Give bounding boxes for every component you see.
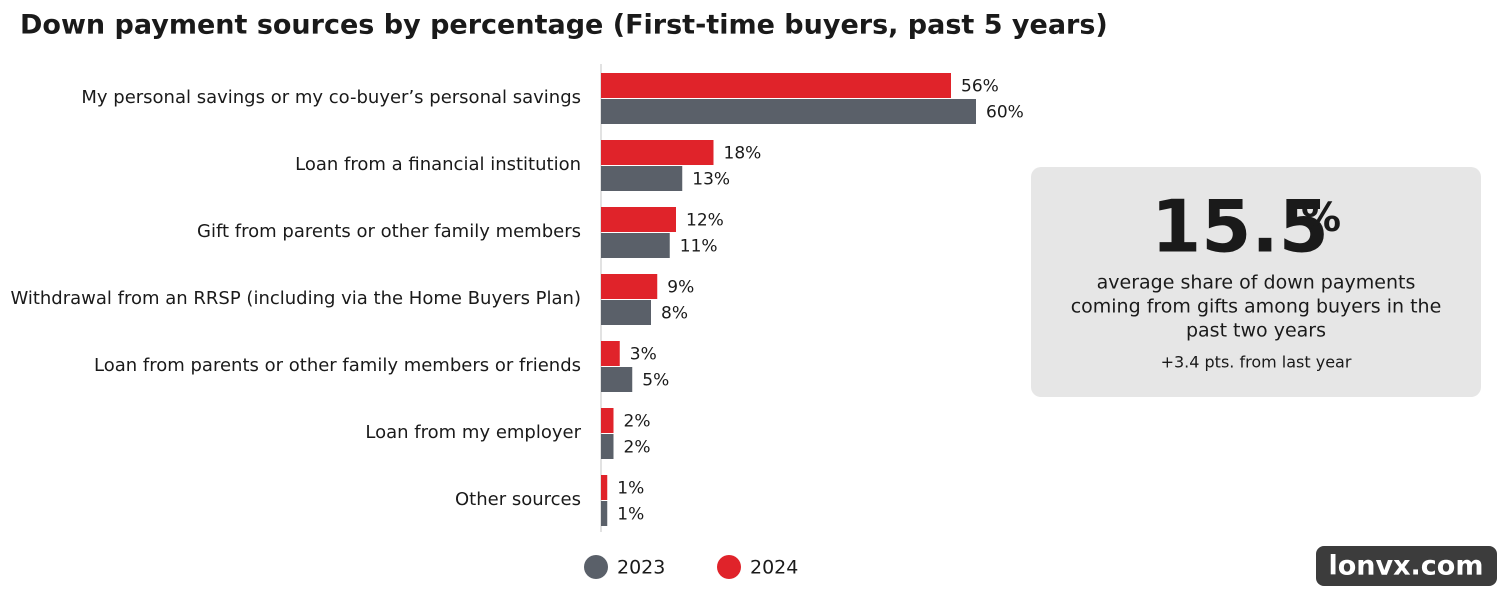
category-label: Loan from parents or other family member… [94,355,581,376]
watermark-box [1316,546,1497,586]
category-label: My personal savings or my co-buyer’s per… [81,87,581,108]
bar [601,408,614,433]
bar [601,274,658,299]
callout-description: coming from gifts among buyers in the [1071,296,1442,318]
bar [601,475,608,500]
bar [601,207,676,232]
value-label: 8% [661,304,688,324]
value-label: 1% [617,479,644,499]
watermark: lonvx.com [1329,551,1484,582]
legend-swatch [717,555,741,579]
legend-swatch [584,555,608,579]
bar [601,367,633,392]
value-label: 5% [642,371,669,391]
callout-headline-unit: % [1301,195,1341,241]
bar [601,341,620,366]
callout-note: +3.4 pts. from last year [1161,353,1352,372]
value-label: 56% [961,77,999,97]
value-label: 3% [630,345,657,365]
category-label: Gift from parents or other family member… [197,221,581,242]
bar [601,73,951,98]
callout-description: past two years [1186,320,1326,342]
category-label: Withdrawal from an RRSP (including via t… [10,288,581,309]
chart-title: Down payment sources by percentage (Firs… [20,10,1108,41]
category-label: Loan from a financial institution [295,154,581,175]
value-label: 60% [986,103,1024,123]
callout-headline: 15.5 [1151,185,1329,269]
bar [601,166,683,191]
value-label: 12% [686,211,724,231]
callout-box [1031,167,1481,397]
value-label: 2% [624,412,651,432]
value-label: 11% [680,237,718,257]
value-label: 18% [724,144,762,164]
bar [601,434,614,459]
bar [601,99,976,124]
bar [601,140,714,165]
category-label: Loan from my employer [365,422,581,443]
value-label: 9% [667,278,694,298]
legend-label: 2023 [617,557,665,579]
bar [601,501,608,526]
value-label: 2% [624,438,651,458]
bar [601,300,651,325]
value-label: 1% [617,505,644,525]
callout-description: average share of down payments [1097,272,1416,294]
category-label: Other sources [455,489,581,510]
value-label: 13% [692,170,730,190]
legend-label: 2024 [750,557,798,579]
bar [601,233,670,258]
